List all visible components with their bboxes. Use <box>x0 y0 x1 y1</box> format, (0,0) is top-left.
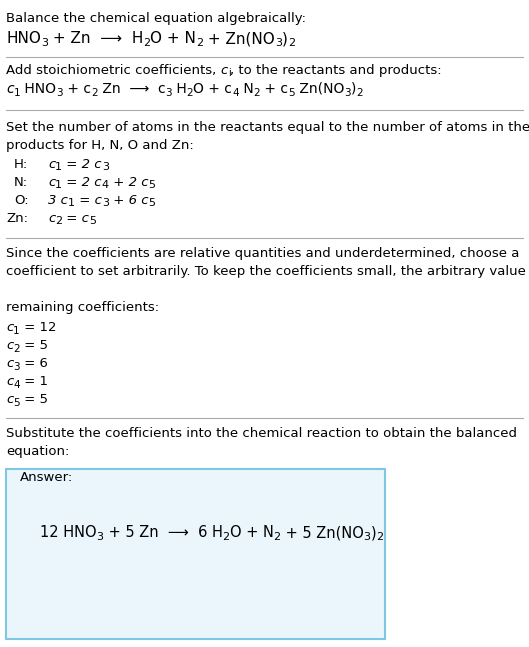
Text: 2: 2 <box>13 344 20 353</box>
Text: c: c <box>221 64 228 77</box>
Text: = 6: = 6 <box>20 357 48 370</box>
Text: 5: 5 <box>13 397 20 408</box>
Text: 3: 3 <box>13 362 20 371</box>
Text: HNO: HNO <box>20 82 56 96</box>
Text: 12 HNO: 12 HNO <box>40 525 97 540</box>
Text: = 12: = 12 <box>20 321 57 334</box>
Text: 3: 3 <box>363 532 370 542</box>
Text: = 1: = 1 <box>20 375 48 388</box>
Text: 2: 2 <box>143 38 150 48</box>
Text: 5: 5 <box>148 199 155 208</box>
Text: Zn  ⟶  c: Zn ⟶ c <box>97 82 165 96</box>
Text: 1: 1 <box>13 325 20 336</box>
Text: 5: 5 <box>89 217 96 226</box>
Text: c: c <box>48 212 55 225</box>
Text: c: c <box>6 357 13 370</box>
Text: i: i <box>228 69 231 78</box>
Text: 2: 2 <box>55 217 62 226</box>
Text: H: H <box>172 82 187 96</box>
Text: 2: 2 <box>288 38 295 48</box>
Text: = 5: = 5 <box>20 339 48 352</box>
Text: ): ) <box>282 31 288 46</box>
Text: 3: 3 <box>97 532 104 542</box>
Text: N: N <box>239 82 253 96</box>
Text: = c: = c <box>62 212 89 225</box>
Text: 3: 3 <box>165 88 172 98</box>
Text: 3: 3 <box>56 88 63 98</box>
Text: + c: + c <box>63 82 91 96</box>
Text: Add stoichiometric coefficients,: Add stoichiometric coefficients, <box>6 64 221 77</box>
Text: 4: 4 <box>13 380 20 389</box>
Text: 1: 1 <box>55 162 62 173</box>
Text: = 2 c: = 2 c <box>62 158 102 171</box>
Bar <box>0 278 529 298</box>
Text: 5: 5 <box>148 181 156 190</box>
Text: 3: 3 <box>41 38 48 48</box>
Text: + Zn  ⟶  H: + Zn ⟶ H <box>48 31 143 46</box>
Text: , to the reactants and products:: , to the reactants and products: <box>231 64 442 77</box>
Text: = c: = c <box>75 194 102 207</box>
Text: O + N: O + N <box>230 525 273 540</box>
Text: coefficient to set arbitrarily. To keep the coefficients small, the arbitrary va: coefficient to set arbitrarily. To keep … <box>6 265 529 278</box>
Text: Zn:: Zn: <box>6 212 28 225</box>
Text: c: c <box>6 393 13 406</box>
Text: 1: 1 <box>14 88 20 98</box>
Text: O + N: O + N <box>150 31 196 46</box>
Text: + Zn(NO: + Zn(NO <box>203 31 275 46</box>
Text: Answer:: Answer: <box>20 471 73 484</box>
Text: ordinarily one. For instance, set c: ordinarily one. For instance, set c <box>6 283 229 296</box>
Text: c: c <box>48 158 55 171</box>
Text: 3: 3 <box>102 199 109 208</box>
Text: ordinarily one. For instance, set c: ordinarily one. For instance, set c <box>6 283 229 296</box>
Text: c: c <box>6 375 13 388</box>
Text: 4: 4 <box>102 181 109 190</box>
Text: + 6 c: + 6 c <box>109 194 148 207</box>
Text: N:: N: <box>14 176 28 189</box>
Text: 2: 2 <box>196 38 203 48</box>
Text: 3: 3 <box>275 38 282 48</box>
Text: + 5 Zn  ⟶  6 H: + 5 Zn ⟶ 6 H <box>104 525 223 540</box>
Text: 2: 2 <box>223 532 230 542</box>
Text: H:: H: <box>14 158 28 171</box>
Text: 2: 2 <box>376 532 383 542</box>
Text: Set the number of atoms in the reactants equal to the number of atoms in the: Set the number of atoms in the reactants… <box>6 121 529 134</box>
Text: + 5 Zn(NO: + 5 Zn(NO <box>280 525 363 540</box>
Text: equation:: equation: <box>6 445 69 458</box>
Text: 2: 2 <box>91 88 97 98</box>
Text: c: c <box>48 176 55 189</box>
Text: Substitute the coefficients into the chemical reaction to obtain the balanced: Substitute the coefficients into the che… <box>6 427 517 440</box>
Text: c: c <box>6 339 13 352</box>
Text: c: c <box>6 82 14 96</box>
Text: 3 c: 3 c <box>48 194 68 207</box>
Text: = 1 and solve the system of equations for the: = 1 and solve the system of equations fo… <box>235 283 529 296</box>
Text: 3: 3 <box>102 162 109 173</box>
Text: 2: 2 <box>187 88 193 98</box>
Text: HNO: HNO <box>6 31 41 46</box>
Text: 5: 5 <box>288 88 295 98</box>
Text: Zn(NO: Zn(NO <box>295 82 344 96</box>
Text: Since the coefficients are relative quantities and underdetermined, choose a: Since the coefficients are relative quan… <box>6 247 519 260</box>
Text: products for H, N, O and Zn:: products for H, N, O and Zn: <box>6 139 194 152</box>
Text: 1: 1 <box>55 181 62 190</box>
Text: + c: + c <box>260 82 288 96</box>
FancyBboxPatch shape <box>6 469 385 639</box>
Text: O + c: O + c <box>193 82 232 96</box>
Text: remaining coefficients:: remaining coefficients: <box>6 301 159 314</box>
Text: = 5: = 5 <box>20 393 48 406</box>
Text: 2: 2 <box>356 88 362 98</box>
Text: Balance the chemical equation algebraically:: Balance the chemical equation algebraica… <box>6 12 306 25</box>
Text: ): ) <box>370 525 376 540</box>
Text: 2: 2 <box>253 88 260 98</box>
Text: = 2 c: = 2 c <box>62 176 102 189</box>
Text: 4: 4 <box>232 88 239 98</box>
Text: 1: 1 <box>68 199 75 208</box>
Text: 2: 2 <box>273 532 280 542</box>
Text: c: c <box>6 321 13 334</box>
Text: 3: 3 <box>344 88 351 98</box>
Text: 4: 4 <box>229 287 235 298</box>
Text: O:: O: <box>14 194 29 207</box>
Text: + 2 c: + 2 c <box>109 176 148 189</box>
Text: ): ) <box>351 82 356 96</box>
